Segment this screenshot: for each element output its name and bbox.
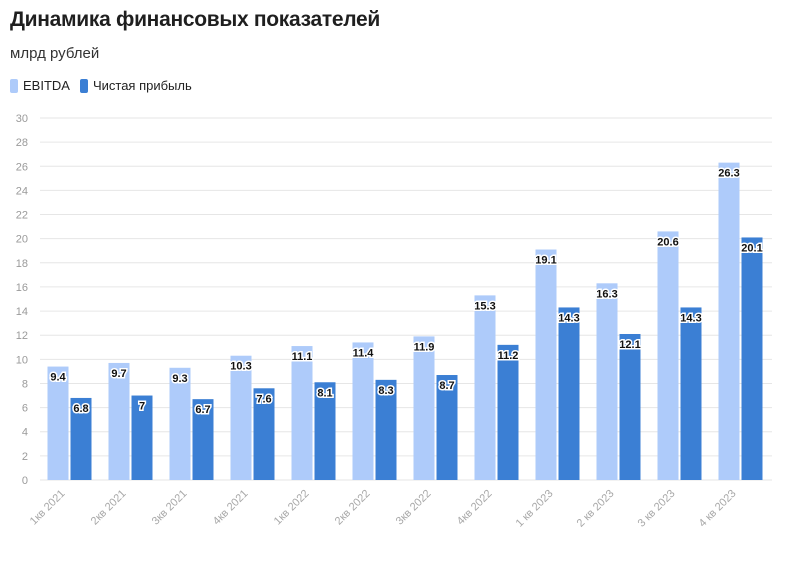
y-tick-label: 14	[16, 306, 28, 318]
data-label-ebitda: 9.7	[111, 368, 126, 380]
data-label-net-profit: 12.1	[619, 339, 640, 351]
data-label-net-profit: 8.1	[317, 387, 332, 399]
y-tick-label: 26	[16, 161, 28, 173]
data-label-ebitda: 15.3	[474, 300, 495, 312]
x-tick-label: 4кв 2021	[211, 488, 251, 528]
x-tick-label: 3 кв 2023	[636, 488, 678, 530]
bar-net-profit	[375, 379, 397, 480]
y-tick-label: 18	[16, 258, 28, 270]
x-tick-label: 1кв 2021	[28, 488, 68, 528]
data-label-ebitda: 20.6	[657, 236, 678, 248]
bar-net-profit	[680, 307, 702, 480]
y-tick-label: 2	[22, 451, 28, 463]
data-label-net-profit: 11.2	[498, 350, 519, 362]
bar-ebitda	[352, 342, 374, 480]
legend-swatch-ebitda	[10, 78, 18, 93]
data-label-net-profit: 8.3	[378, 385, 393, 397]
y-tick-label: 6	[22, 403, 28, 415]
bar-ebitda	[474, 295, 496, 480]
bar-net-profit	[497, 344, 519, 480]
legend-label-ebitda: EBITDA	[23, 78, 70, 93]
y-tick-label: 16	[16, 282, 28, 294]
bar-ebitda	[596, 283, 618, 480]
data-label-ebitda: 9.3	[172, 373, 187, 385]
data-label-ebitda: 26.3	[718, 168, 739, 180]
bar-net-profit	[436, 375, 458, 480]
bar-net-profit	[741, 237, 763, 480]
bar-net-profit	[558, 307, 580, 480]
x-tick-label: 1кв 2022	[272, 488, 312, 528]
x-tick-label: 2кв 2022	[333, 488, 373, 528]
legend-swatch-net-profit	[79, 78, 88, 93]
x-tick-label: 1 кв 2023	[514, 488, 556, 530]
data-label-ebitda: 11.4	[353, 347, 375, 359]
y-tick-label: 8	[22, 378, 28, 390]
y-tick-label: 28	[16, 137, 28, 149]
bar-net-profit	[314, 382, 336, 480]
x-tick-label: 3кв 2022	[394, 488, 434, 528]
data-label-net-profit: 6.8	[73, 403, 88, 415]
bar-net-profit	[619, 333, 641, 480]
data-label-ebitda: 11.1	[292, 351, 313, 363]
bar-net-profit	[70, 397, 92, 480]
bar-net-profit	[192, 399, 214, 480]
x-tick-label: 2кв 2021	[89, 488, 129, 528]
x-tick-label: 4 кв 2023	[697, 488, 739, 530]
data-label-net-profit: 8.7	[439, 380, 454, 392]
y-tick-label: 4	[22, 427, 28, 439]
data-label-ebitda: 19.1	[535, 255, 556, 267]
chart-subtitle: млрд рублей	[10, 45, 100, 62]
data-label-ebitda: 16.3	[596, 288, 617, 300]
y-tick-label: 10	[16, 354, 28, 366]
y-tick-label: 22	[16, 210, 28, 222]
y-tick-label: 12	[16, 330, 28, 342]
data-label-net-profit: 7.6	[256, 393, 271, 405]
data-label-net-profit: 14.3	[680, 312, 701, 324]
data-label-ebitda: 10.3	[230, 361, 251, 373]
data-label-net-profit: 14.3	[558, 312, 579, 324]
y-tick-label: 24	[16, 185, 28, 197]
legend-item-net-profit: Чистая прибыль	[79, 78, 192, 93]
data-label-net-profit: 7	[139, 401, 145, 413]
bar-ebitda	[718, 162, 740, 480]
bar-ebitda	[657, 231, 679, 480]
legend-item-ebitda: EBITDA	[10, 78, 70, 93]
bar-ebitda	[413, 336, 435, 480]
y-tick-label: 20	[16, 234, 28, 246]
bar-ebitda	[108, 362, 130, 480]
bar-ebitda	[230, 355, 252, 480]
x-tick-label: 3кв 2021	[150, 488, 190, 528]
data-label-net-profit: 6.7	[195, 404, 210, 416]
bar-ebitda	[169, 367, 191, 480]
x-tick-label: 2 кв 2023	[575, 488, 617, 530]
bar-ebitda	[47, 366, 69, 480]
chart-title: Динамика финансовых показателей	[10, 8, 381, 31]
data-label-ebitda: 11.9	[414, 341, 435, 353]
y-tick-label: 30	[16, 113, 28, 125]
y-tick-label: 0	[22, 475, 28, 487]
bar-net-profit	[131, 395, 153, 480]
legend: EBITDA Чистая прибыль	[10, 78, 202, 93]
x-tick-label: 4кв 2022	[455, 488, 495, 528]
legend-label-net-profit: Чистая прибыль	[92, 78, 192, 93]
data-label-ebitda: 9.4	[50, 372, 66, 384]
data-label-net-profit: 20.1	[741, 242, 762, 254]
bar-ebitda	[535, 249, 557, 480]
bar-ebitda	[291, 346, 313, 480]
bar-net-profit	[253, 388, 275, 480]
